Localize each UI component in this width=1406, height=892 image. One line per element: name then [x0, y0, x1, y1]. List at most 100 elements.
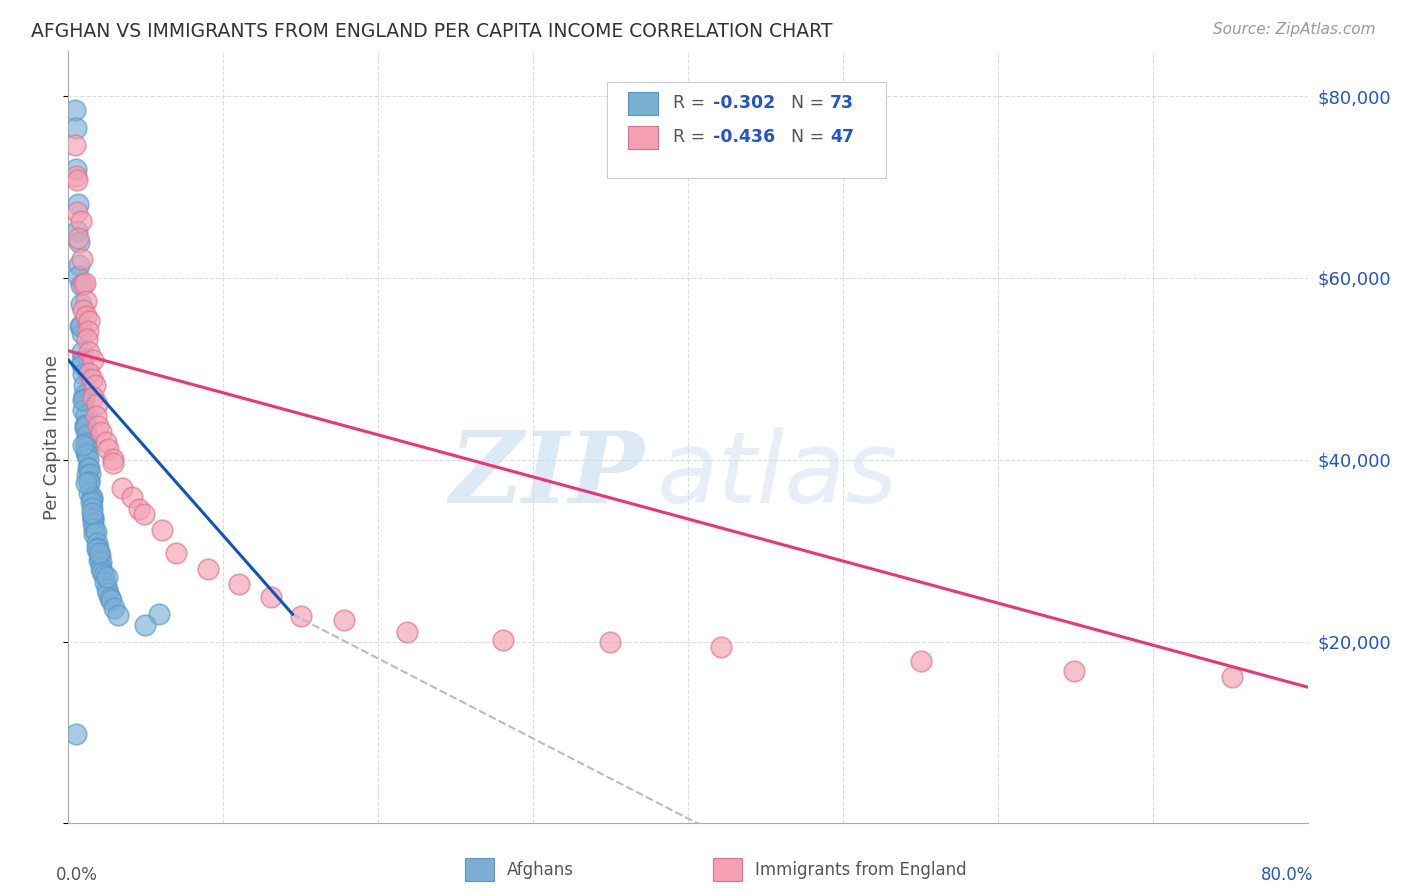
Point	[333, 613, 356, 627]
Text: Afghans: Afghans	[506, 861, 574, 879]
Point	[79, 475, 101, 490]
Point	[69, 297, 91, 311]
FancyBboxPatch shape	[465, 858, 495, 881]
Point	[67, 258, 90, 272]
Point	[76, 427, 98, 442]
Point	[73, 421, 96, 435]
Point	[66, 172, 89, 186]
Point	[75, 476, 97, 491]
Text: R =: R =	[673, 128, 710, 146]
Text: 80.0%: 80.0%	[1261, 866, 1313, 884]
Point	[82, 506, 104, 520]
Point	[82, 511, 104, 525]
Point	[65, 169, 87, 184]
Point	[75, 419, 97, 434]
Point	[228, 577, 250, 591]
Point	[96, 582, 118, 596]
Point	[72, 402, 94, 417]
Point	[97, 442, 120, 456]
Y-axis label: Per Capita Income: Per Capita Income	[44, 355, 60, 519]
Point	[84, 525, 107, 540]
Point	[77, 475, 100, 489]
Point	[107, 607, 129, 622]
Point	[100, 591, 122, 605]
Point	[197, 562, 219, 576]
Text: -0.436: -0.436	[713, 128, 775, 146]
Point	[67, 235, 90, 249]
Text: ZIP: ZIP	[450, 427, 644, 524]
Point	[80, 372, 103, 386]
Point	[63, 103, 86, 118]
Point	[75, 435, 97, 450]
Point	[150, 523, 173, 537]
Point	[90, 560, 112, 574]
Point	[1220, 670, 1243, 684]
Point	[103, 601, 125, 615]
Point	[72, 387, 94, 401]
Point	[89, 553, 111, 567]
Point	[93, 568, 115, 582]
Point	[66, 197, 89, 211]
FancyBboxPatch shape	[628, 92, 658, 115]
Point	[82, 492, 104, 507]
Point	[83, 378, 105, 392]
Point	[75, 309, 97, 323]
Point	[72, 392, 94, 407]
Point	[80, 490, 103, 504]
Point	[66, 231, 89, 245]
Point	[76, 332, 98, 346]
Point	[709, 640, 731, 654]
Point	[101, 456, 124, 470]
Point	[82, 390, 104, 404]
Point	[77, 451, 100, 466]
Point	[90, 555, 112, 569]
Point	[111, 481, 134, 495]
Point	[70, 252, 93, 267]
Point	[492, 633, 515, 648]
Point	[90, 425, 112, 440]
Point	[84, 409, 107, 424]
Point	[76, 447, 98, 461]
Point	[83, 527, 105, 541]
Text: 73: 73	[831, 95, 855, 112]
Point	[70, 326, 93, 340]
Point	[79, 467, 101, 482]
Point	[75, 418, 97, 433]
Point	[86, 396, 108, 410]
Point	[86, 541, 108, 556]
Point	[70, 277, 93, 292]
Point	[65, 137, 87, 152]
Text: 47: 47	[831, 128, 855, 146]
Text: Source: ZipAtlas.com: Source: ZipAtlas.com	[1212, 22, 1375, 37]
Point	[77, 460, 100, 475]
Point	[72, 438, 94, 452]
Point	[910, 654, 932, 668]
Point	[77, 313, 100, 327]
Point	[395, 625, 418, 640]
Point	[75, 294, 97, 309]
Point	[67, 269, 90, 284]
Point	[72, 303, 94, 318]
Point	[69, 318, 91, 333]
Text: N =: N =	[790, 128, 830, 146]
Point	[75, 446, 97, 460]
Point	[73, 378, 96, 392]
Text: 0.0%: 0.0%	[56, 866, 97, 884]
Point	[91, 566, 114, 580]
Point	[93, 574, 115, 589]
Point	[66, 223, 89, 237]
Point	[83, 522, 105, 536]
Point	[132, 508, 155, 522]
Point	[121, 490, 143, 504]
Point	[76, 441, 98, 455]
Point	[77, 345, 100, 359]
Point	[72, 277, 94, 291]
Point	[80, 501, 103, 516]
Point	[65, 205, 87, 219]
Point	[70, 319, 93, 334]
Point	[76, 468, 98, 483]
Text: atlas: atlas	[657, 427, 898, 524]
Point	[65, 121, 87, 136]
Point	[101, 452, 124, 467]
Text: Immigrants from England: Immigrants from England	[755, 861, 966, 879]
